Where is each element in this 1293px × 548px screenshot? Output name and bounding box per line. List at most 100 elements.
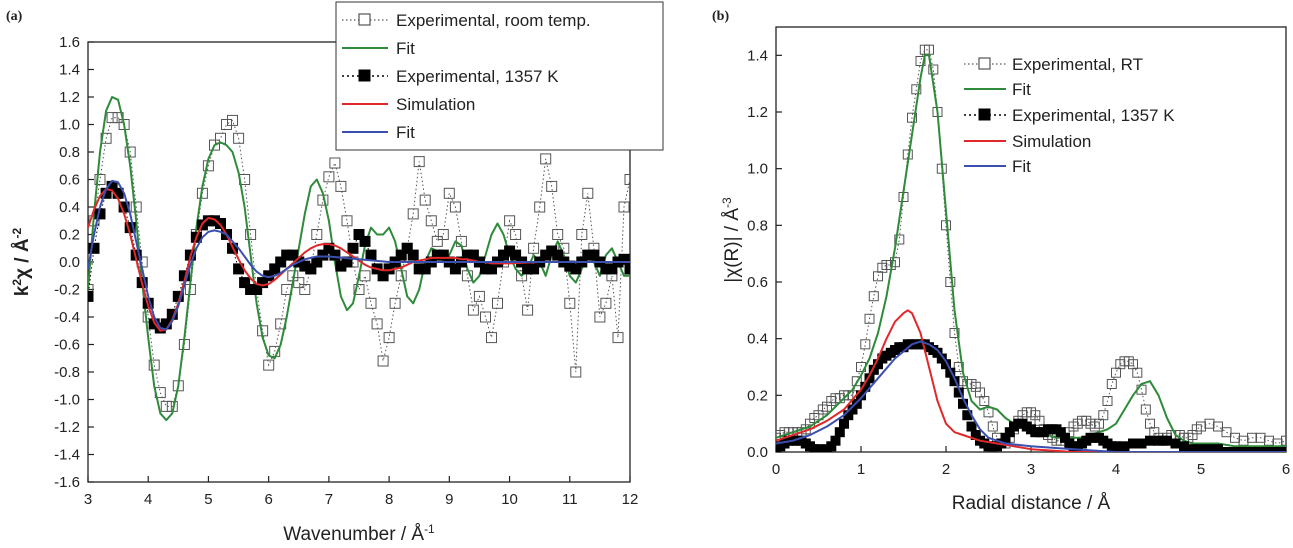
panel-b-series-0-point [1221,427,1232,438]
panel-a-chart: (a) 3 4 5 6 7 8 9 10 11 12 -1.6 -1.4 -1.2 -1.0 -0.8 -0.… [6,1,664,545]
panel-b-x-tick-label: 5 [1197,461,1205,478]
panel-a-series-0-point [546,180,558,192]
panel-b-legend-item-4: Fit [964,157,1031,176]
panel-b-y-tick-label: 0.6 [747,274,768,291]
panel-b-legend-label: Simulation [1012,132,1091,151]
panel-a-series-0-point [582,187,594,199]
panel-a-series-0-point [329,157,341,169]
panel-b-x-axis-title: Radial distance / Å [952,493,1111,514]
panel-a-series-3 [88,188,630,332]
panel-a-y-tick-label: -1.2 [54,419,80,436]
panel-a-series-0-point [221,119,232,130]
panel-b-series-2-point [1136,438,1147,449]
panel-a-y-tick-label: -1.0 [54,392,80,409]
panel-a-series-0-point [323,171,335,183]
panel-b-y-tick-label: 1.4 [747,47,768,64]
panel-b-series-0-point [1111,367,1121,378]
panel-a-y-tick-label: 0.0 [59,254,80,271]
panel-a-y-tick-label: -0.6 [54,337,80,354]
panel-a-label: (a) [6,9,23,24]
panel-a-legend-label: Experimental, room temp. [396,11,591,30]
panel-a-series-0-point [467,304,479,316]
panel-b-series-3 [776,309,1286,452]
panel-b-x-tick-label: 1 [857,461,865,478]
panel-b-series-2-point [1221,447,1232,452]
panel-b-ticks: 0 1 2 3 4 5 6 0.0 0.2 0.4 0.6 0.8 1.0 1.2 1.4 [747,47,1290,478]
panel-b-y-axis-title: |χ(R)| / Å-3 [720,197,743,283]
panel-a-series-2-point [353,229,365,240]
panel-b-series-0-point [1102,396,1113,406]
panel-a-series-2-point [215,218,226,229]
panel-b-series-2-point [1162,435,1172,446]
panel-a-series-2-point [449,263,461,275]
panel-a-series-2-point [552,249,564,261]
panel-a-series-0-point [437,229,449,240]
panel-a-series-0-point [510,229,522,240]
panel-a-series-0-point [311,229,323,240]
panel-a-legend: Experimental, room temp. Fit Experimenta… [335,1,664,151]
panel-b-y-tick-label: 0.2 [747,387,768,404]
panel-a-legend-box [335,1,664,151]
panel-a-series-0-point [209,139,220,151]
panel-a-series-0-point [335,180,347,192]
panel-a-series-2 [88,180,630,334]
panel-a-x-tick-label: 8 [385,491,393,508]
panel-a-series-0-point [576,229,588,240]
panel-b-series-0-point [1230,432,1240,443]
panel-b-series-0-point [776,432,781,443]
panel-a-series-0-point [371,318,383,330]
panel-a-x-tick-label: 10 [501,491,518,508]
panel-b-series-0-point [1132,367,1143,378]
panel-a-x-axis-title: Wavenumber / Å-1 [283,522,435,545]
panel-a-series-2-point [269,263,281,275]
panel-a-series-2-point [528,263,540,275]
panel-a-x-tick-label: 4 [144,491,152,508]
panel-b-series-1-line [776,54,1286,448]
panel-b-series-2-point [1111,441,1121,452]
panel-a-series-0-dotted-line [88,117,630,407]
panel-b-series-2-point [1179,441,1189,452]
panel-a-series-0-point [377,355,389,367]
panel-b-x-tick-label: 3 [1027,461,1035,478]
panel-b-x-tick-label: 4 [1112,461,1120,478]
panel-a-legend-item-2: Experimental, 1357 K [342,67,559,86]
panel-a-x-tick-label: 12 [622,491,639,508]
panel-b-series-0-point [851,376,862,387]
panel-a-series-0-point [618,201,630,213]
panel-b-series-0-point [915,56,926,66]
panel-a-x-tick-label: 5 [204,491,212,508]
panel-a-series-2-point [618,253,630,265]
panel-a-series-0-point [594,311,606,323]
panel-b-series-2-point [1128,438,1138,449]
panel-b-series-0-point [945,277,956,287]
panel-a-legend-label: Fit [396,123,415,142]
panel-a-x-tick-label: 6 [264,491,272,508]
panel-a-series-3-line [88,188,630,332]
panel-a-series-0-point [353,284,365,295]
panel-a-y-tick-label: -0.4 [54,309,80,326]
panel-a-series-0-point [516,270,528,282]
panel-a-y-tick-label: 1.6 [59,34,80,51]
panel-b-series-0-point [979,396,990,406]
panel-a-series-0-point [600,297,612,309]
panel-b-series-0-point [873,271,883,282]
panel-a-series-0-point [552,229,564,240]
panel-a-series-2-point [275,256,287,268]
panel-b-legend-item-1: Fit [964,80,1031,99]
panel-b-legend-item-2: Experimental, 1357 K [964,106,1175,125]
panel-a-y-tick-label: 1.2 [59,89,80,106]
panel-a-series-0-point [540,153,552,165]
panel-b-series-2 [776,339,1286,452]
panel-b-series-0-point [1098,410,1109,421]
panel-b-series-0-point [907,112,917,123]
panel-a-series-2-point [239,277,251,289]
panel-a-legend-label: Simulation [396,95,475,114]
panel-a-series-2-point [419,263,431,275]
panel-b-series-2-point [1247,447,1257,452]
panel-b-series-2-point [1230,447,1240,452]
panel-a-series-2-point [347,242,359,254]
panel-b-series-2-point [966,421,977,432]
panel-b-chart: (b) 0 1 2 3 4 5 6 0.0 0.2 0.4 0.6 0.8 1.0 1.2 1.4 Radi… [712,9,1290,514]
panel-b-series-2-point [1272,447,1283,452]
panel-b-series-2-point [1255,447,1266,452]
